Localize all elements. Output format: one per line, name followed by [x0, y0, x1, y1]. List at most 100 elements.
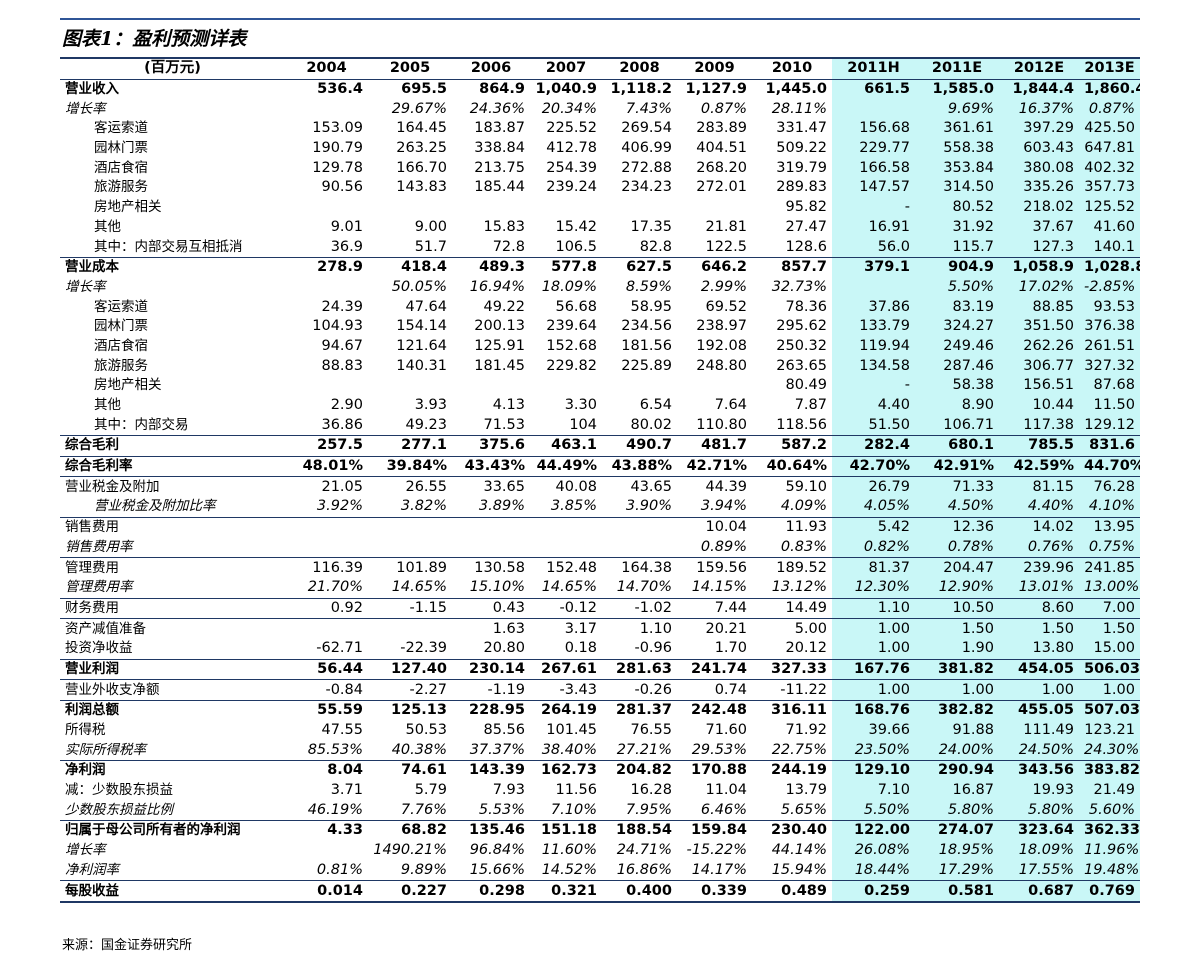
value-cell: 3.82%	[400, 498, 447, 515]
table-row: 净利润 8.04 74.61 143.39 162.73 204.82 170.88 244.…	[60, 760, 1140, 781]
row-label: 园林门票	[94, 140, 148, 157]
value-cell: 1,860.4	[1079, 78, 1140, 100]
value-cell: 51.50	[832, 415, 915, 436]
value-cell: 785.5	[999, 435, 1079, 457]
value-cell: 85.56	[483, 722, 525, 739]
table-row: 房地产相关 80.49-58.38 156.51 87.68	[60, 376, 1140, 396]
value-cell: 69.52	[705, 298, 747, 315]
value-cell: 353.84	[915, 158, 999, 179]
value-cell: 418.4	[368, 256, 452, 278]
value-cell: 152.68	[546, 337, 597, 354]
value-cell: 4.13	[492, 397, 525, 414]
row-label: 投资净收益	[65, 640, 133, 657]
value-cell: 1,118.2	[602, 78, 677, 100]
row-label: 管理费用	[60, 557, 285, 578]
value-cell: 115.7	[915, 237, 999, 258]
header-cell: 2011H	[832, 56, 915, 80]
value-cell: 536.4	[285, 78, 368, 100]
value-cell: 96.84%	[469, 842, 525, 859]
value-cell: 16.94%	[469, 278, 525, 295]
value-cell: 122.00	[832, 820, 915, 841]
value-cell: 7.43%	[625, 100, 672, 117]
value-cell: 71.53	[483, 416, 525, 433]
value-cell: 15.00	[1079, 638, 1140, 660]
value-cell: 93.53	[1079, 297, 1140, 317]
value-cell: 18.09%	[541, 278, 597, 295]
value-cell: 9.89%	[400, 861, 447, 878]
value-cell: 7.64	[714, 397, 747, 414]
value-cell: 6.54	[639, 397, 672, 414]
value-cell: 509.22	[776, 140, 827, 157]
value-cell: 143.39	[452, 760, 530, 781]
value-cell: 6.46%	[700, 801, 747, 818]
value-cell: 12.30%	[832, 577, 915, 599]
value-cell: 94.67	[321, 337, 363, 354]
value-cell: 24.36%	[469, 100, 525, 117]
row-label: 财务费用	[60, 597, 285, 619]
value-cell: 68.82	[368, 820, 452, 841]
value-cell: 248.80	[696, 357, 747, 374]
value-cell: 12.90%	[915, 577, 999, 599]
row-label: 其他	[94, 218, 121, 235]
value-cell: 272.88	[621, 159, 672, 176]
value-cell: 267.61	[530, 658, 602, 680]
value-cell: 164.45	[396, 120, 447, 137]
value-cell: 0.321	[530, 880, 602, 903]
value-cell: 118.56	[776, 416, 827, 433]
table-row: 其中：内部交易 36.86 49.23 71.53 104 80.02 110.80 118.…	[60, 415, 1140, 436]
value-cell: 335.26	[999, 178, 1079, 198]
value-cell: 230.40	[752, 820, 832, 841]
value-cell: 0.259	[832, 880, 915, 903]
row-label: 减：少数股东损益	[65, 782, 173, 799]
value-cell: 263.25	[396, 140, 447, 157]
row-label: 其中：内部交易互相抵消	[94, 238, 243, 255]
header-cell: 2006	[452, 56, 530, 80]
value-cell: 319.79	[776, 159, 827, 176]
value-cell: 129.78	[312, 159, 363, 176]
value-cell: 80.02	[630, 416, 672, 433]
value-cell: 381.82	[915, 658, 999, 680]
value-cell: 242.48	[677, 699, 752, 721]
value-cell: 382.82	[915, 699, 999, 721]
value-cell: 238.97	[696, 318, 747, 335]
value-cell: 1,445.0	[752, 78, 832, 100]
value-cell: 4.33	[285, 820, 368, 841]
value-cell	[602, 516, 677, 538]
value-cell: -1.19	[452, 679, 530, 701]
value-cell: 129.12	[1079, 415, 1140, 436]
value-cell: 1.00	[915, 679, 999, 701]
value-cell: 14.02	[999, 516, 1079, 538]
value-cell: 0.76%	[999, 537, 1079, 558]
value-cell: 90.56	[321, 179, 363, 196]
value-cell: 375.6	[452, 435, 530, 457]
value-cell: 47.55	[321, 722, 363, 739]
value-cell: 1.10	[832, 597, 915, 619]
value-cell: 20.80	[483, 640, 525, 657]
value-cell: 121.64	[396, 337, 447, 354]
value-cell: 9.69%	[915, 99, 999, 120]
value-cell: 159.84	[677, 820, 752, 841]
value-cell: 1.70	[714, 640, 747, 657]
row-label: 增长率	[65, 842, 106, 859]
value-cell: 0.92	[285, 597, 368, 619]
value-cell: 16.91	[832, 217, 915, 238]
value-cell	[285, 198, 368, 218]
value-cell: 101.89	[368, 557, 452, 578]
value-cell: 3.71	[330, 782, 363, 799]
value-cell: 78.36	[785, 298, 827, 315]
value-cell: 16.37%	[999, 99, 1079, 120]
value-cell: 269.54	[621, 120, 672, 137]
row-label: 房地产相关	[94, 199, 162, 216]
value-cell: 1.00	[832, 618, 915, 639]
table-row: 增长率 29.67% 24.36% 20.34% 7.43% 0.87% 28.11% 9.6…	[60, 99, 1140, 120]
value-cell: 0.74	[677, 679, 752, 701]
value-cell: 323.64	[999, 820, 1079, 841]
row-label: 其中：内部交易	[94, 416, 189, 433]
value-cell: 229.82	[546, 357, 597, 374]
value-cell: 306.77	[999, 356, 1079, 376]
table-row: 酒店食宿 129.78 166.70 213.75 254.39 272.88 268.20…	[60, 158, 1140, 179]
table-row: 增长率 50.05% 16.94% 18.09% 8.59% 2.99% 32.73% 5.5…	[60, 277, 1140, 298]
value-cell: 5.80%	[915, 800, 999, 821]
value-cell: 904.9	[915, 256, 999, 278]
value-cell: 18.44%	[832, 860, 915, 881]
